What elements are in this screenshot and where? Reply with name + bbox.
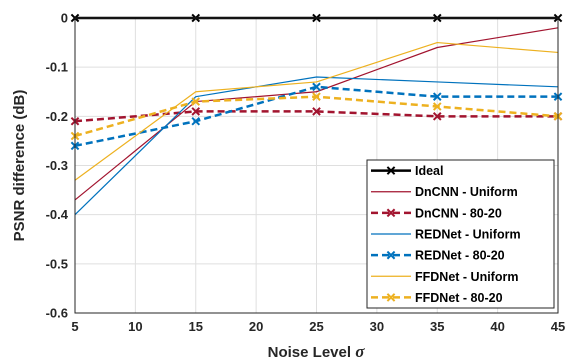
legend-marker: [386, 166, 396, 175]
series-group: [70, 82, 563, 151]
data-point-marker: [312, 92, 321, 101]
plot-frame: [74, 17, 559, 314]
legend-label: DnCNN - 80-20: [415, 206, 502, 220]
series-line: [74, 41, 559, 181]
data-point-marker: [432, 112, 442, 121]
x-tick-label: 20: [249, 319, 263, 334]
x-axis-label: Noise Level σ: [268, 342, 366, 361]
legend-item: FFDNet - 80-20: [371, 291, 503, 305]
series-group: [74, 41, 559, 181]
x-tick-label: 10: [128, 319, 142, 334]
x-tick-label: 45: [551, 319, 565, 334]
series-line: [74, 76, 559, 216]
data-point-marker: [312, 82, 321, 92]
legend-marker: [386, 293, 396, 302]
legend-item: DnCNN - Uniform: [371, 185, 518, 199]
series-group: [74, 27, 559, 201]
data-point-marker: [191, 97, 201, 106]
data-point-marker: [432, 92, 442, 101]
series-layer: [70, 13, 563, 216]
legend-label: FFDNet - Uniform: [415, 270, 518, 284]
series-group: [74, 76, 559, 216]
legend: Ideal DnCNN - Uniform DnCNN - 80-20 REDNet …: [366, 159, 555, 309]
x-axis-label-text: Noise Level: [268, 344, 351, 361]
y-tick-label: -0.6: [46, 306, 68, 321]
y-tick-label: -0.4: [46, 207, 69, 222]
tick-labels: 5 10 15 20 25 30 35 40 45 0 -0.1 -0.2 -0.3 -0.4 -0.5 -0…: [46, 11, 566, 335]
x-tick-label: 5: [71, 319, 78, 334]
y-axis-label: PSNR difference (dB): [11, 90, 28, 242]
x-tick-label: 30: [370, 319, 384, 334]
legend-item: REDNet - 80-20: [371, 249, 505, 263]
data-point-marker: [191, 107, 201, 116]
series-line: [74, 27, 559, 201]
legend-item: Ideal: [371, 164, 444, 178]
y-tick-label: -0.1: [46, 60, 68, 75]
legend-label: REDNet - 80-20: [415, 249, 505, 263]
legend-marker: [386, 250, 396, 260]
y-tick-label: -0.3: [46, 158, 68, 173]
data-point-marker: [312, 107, 321, 116]
legend-item: DnCNN - 80-20: [371, 206, 502, 220]
x-tick-label: 35: [430, 319, 444, 334]
data-point-marker: [432, 102, 442, 111]
x-tick-label: 15: [189, 319, 203, 334]
legend-label: Ideal: [415, 164, 444, 178]
series-line: [74, 110, 558, 123]
legend-marker: [386, 208, 396, 218]
y-tick-label: -0.5: [46, 256, 68, 271]
y-tick-label: 0: [61, 11, 68, 26]
legend-item: REDNet - Uniform: [371, 228, 521, 242]
x-tick-label: 25: [309, 319, 323, 334]
x-tick-label: 40: [490, 319, 504, 334]
data-point-marker: [191, 116, 201, 126]
legend-label: FFDNet - 80-20: [415, 291, 503, 305]
legend-item: FFDNet - Uniform: [371, 270, 518, 284]
legend-label: REDNet - Uniform: [415, 228, 521, 242]
x-axis-label-symbol: σ: [355, 342, 365, 361]
legend-label: DnCNN - Uniform: [415, 185, 518, 199]
y-tick-label: -0.2: [46, 109, 68, 124]
